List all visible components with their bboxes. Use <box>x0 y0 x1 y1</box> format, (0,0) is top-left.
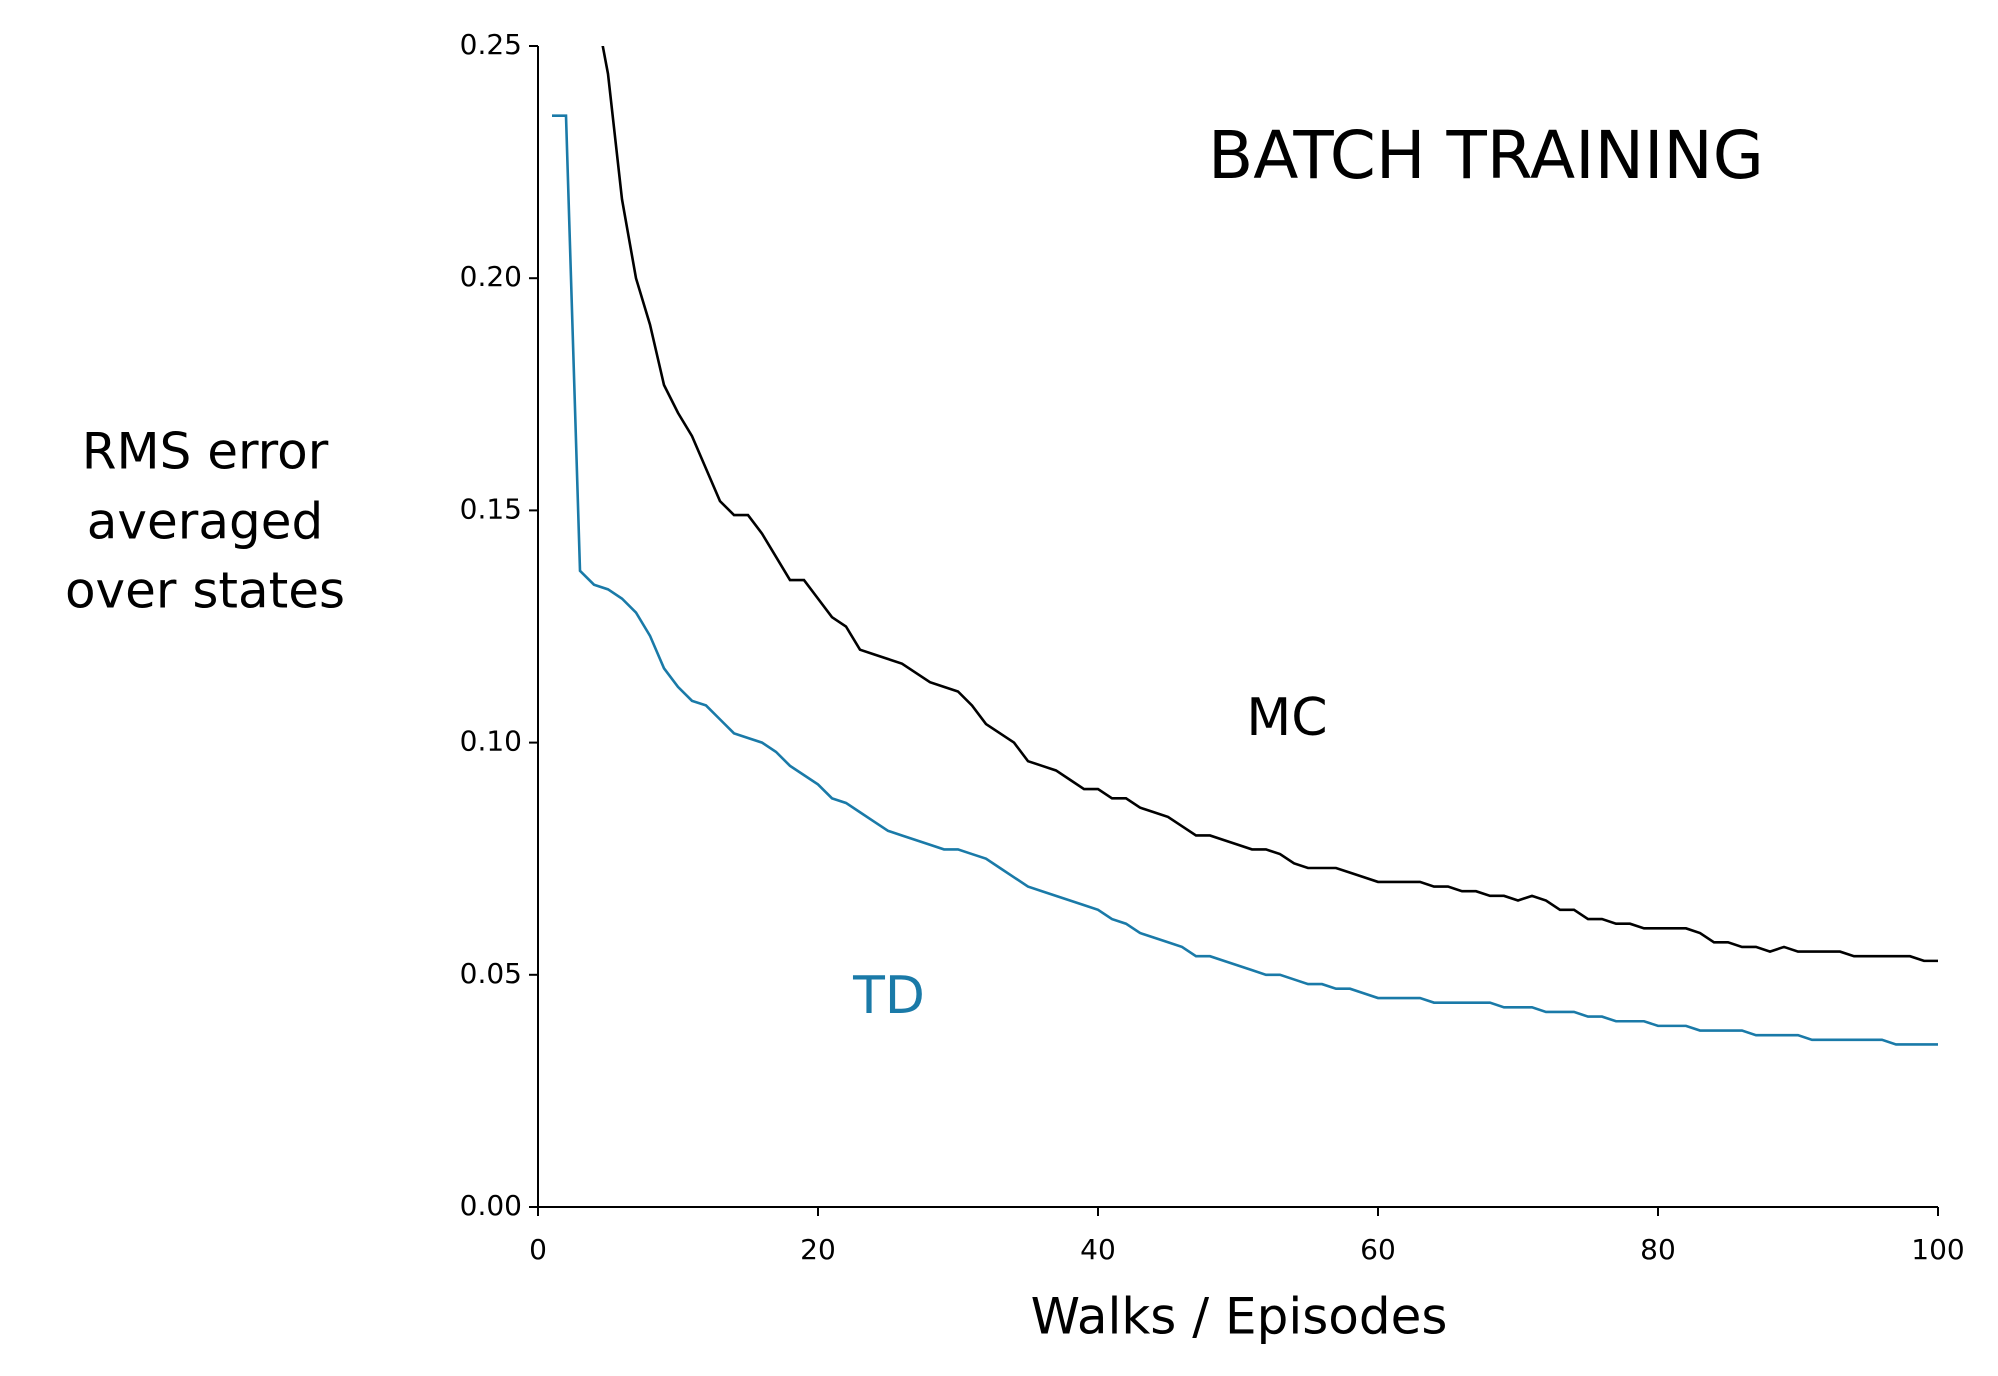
y-axis-label: RMS error <box>82 423 329 481</box>
series-label: TD <box>852 966 925 1026</box>
y-tick-label: 0.00 <box>460 1189 522 1222</box>
line-series <box>552 114 1938 1046</box>
y-tick-label: 0.15 <box>460 492 522 525</box>
series-label: MC <box>1246 688 1327 748</box>
x-tick-label: 0 <box>529 1233 547 1266</box>
x-axis-label: Walks / Episodes <box>1031 1288 1448 1346</box>
y-tick-label: 0.05 <box>460 957 522 990</box>
y-tick-label: 0.20 <box>460 260 522 293</box>
x-tick-label: 80 <box>1640 1233 1676 1266</box>
y-tick-label: 0.10 <box>460 725 522 758</box>
y-tick-label: 0.25 <box>460 28 522 61</box>
x-tick-label: 60 <box>1360 1233 1396 1266</box>
y-axis-label: averaged <box>87 493 323 551</box>
annotation: BATCH TRAINING <box>1208 117 1764 194</box>
x-tick-label: 40 <box>1080 1233 1116 1266</box>
y-axis-label: over states <box>65 562 345 620</box>
line-series <box>601 46 1938 963</box>
x-tick-label: 20 <box>800 1233 836 1266</box>
x-tick-label: 100 <box>1911 1233 1964 1266</box>
